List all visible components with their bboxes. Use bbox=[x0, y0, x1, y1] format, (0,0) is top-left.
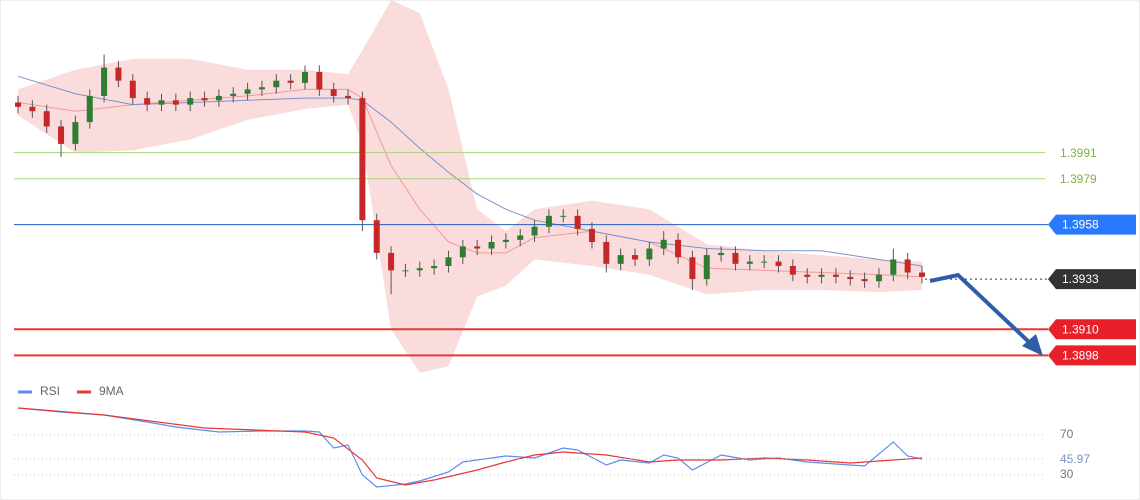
candle-body bbox=[58, 126, 65, 144]
candle-body bbox=[258, 87, 265, 90]
forecast-arrow bbox=[929, 272, 1032, 345]
candle-body bbox=[301, 71, 308, 83]
candle-body bbox=[718, 252, 725, 256]
candle-body bbox=[789, 265, 796, 275]
candle-body bbox=[416, 268, 423, 271]
candle-body bbox=[517, 235, 524, 240]
candle-body bbox=[847, 276, 854, 280]
candle-body bbox=[488, 242, 495, 249]
candle-body bbox=[172, 100, 179, 105]
level-label-box bbox=[1048, 319, 1136, 340]
candle-body bbox=[29, 106, 36, 112]
level-label-box bbox=[1048, 269, 1136, 290]
level-label: 1.3933 bbox=[1062, 272, 1099, 286]
candle-body bbox=[402, 270, 409, 272]
y-tick-label: 70 bbox=[1060, 427, 1074, 441]
candle-body bbox=[502, 239, 509, 243]
candle-body bbox=[818, 274, 825, 277]
candle-body bbox=[72, 122, 79, 144]
candle-body bbox=[158, 100, 165, 105]
candle-body bbox=[373, 220, 380, 253]
candle-body bbox=[617, 255, 624, 264]
legend-label: RSI bbox=[40, 384, 60, 398]
candle-body bbox=[904, 259, 911, 273]
candle-body bbox=[588, 228, 595, 243]
candle-body bbox=[632, 255, 639, 260]
candle-body bbox=[287, 80, 294, 83]
y-tick-label: 30 bbox=[1060, 467, 1074, 481]
candle-body bbox=[545, 215, 552, 227]
candle-body bbox=[890, 259, 897, 275]
rsi-panel: 70 30 RSI 9MA 45.97 bbox=[14, 384, 1090, 488]
candle-body bbox=[646, 248, 653, 260]
candle-body bbox=[732, 252, 739, 264]
candle-body bbox=[15, 102, 21, 107]
candle-body bbox=[775, 261, 782, 266]
level-label: 1.3958 bbox=[1062, 218, 1099, 232]
candle-body bbox=[101, 67, 108, 96]
candle-body bbox=[316, 71, 323, 90]
candle-body bbox=[129, 80, 136, 99]
candle-body bbox=[703, 255, 710, 280]
rsi-line bbox=[17, 407, 923, 486]
candle-body bbox=[86, 95, 93, 123]
candle-body bbox=[345, 95, 352, 99]
level-label-box bbox=[1048, 345, 1136, 366]
candle-body bbox=[689, 257, 696, 280]
candle-body bbox=[761, 261, 768, 263]
candle-body bbox=[832, 274, 839, 277]
middle-band bbox=[17, 88, 923, 278]
candle-body bbox=[115, 67, 122, 81]
candle-body bbox=[675, 239, 682, 258]
candle-body bbox=[804, 274, 811, 277]
candle-body bbox=[431, 265, 438, 269]
candle-body bbox=[144, 98, 151, 105]
candle-body bbox=[201, 98, 208, 101]
candle-body bbox=[531, 226, 538, 236]
candle-body bbox=[388, 252, 395, 271]
legend-label: 9MA bbox=[99, 384, 124, 398]
candle-body bbox=[43, 111, 50, 127]
candle-body bbox=[574, 215, 581, 229]
level-label: 1.3910 bbox=[1062, 322, 1099, 336]
level-label-box bbox=[1048, 214, 1136, 235]
candle-body bbox=[445, 257, 452, 266]
candle-body bbox=[244, 89, 251, 94]
candle-body bbox=[474, 246, 481, 249]
candle-body bbox=[187, 98, 194, 105]
rsi-line bbox=[17, 407, 923, 488]
slow-ma bbox=[17, 75, 923, 267]
candle-body bbox=[861, 279, 868, 282]
level-label: 1.3898 bbox=[1062, 349, 1099, 363]
candle-body bbox=[230, 93, 237, 96]
candle-body bbox=[459, 246, 466, 258]
current-rsi-label: 45.97 bbox=[1060, 452, 1090, 466]
candle-body bbox=[273, 80, 280, 88]
level-label: 1.3991 bbox=[1060, 146, 1097, 160]
candle-body bbox=[603, 242, 610, 264]
candle-body bbox=[919, 272, 925, 277]
level-label: 1.3979 bbox=[1060, 172, 1097, 186]
candle-body bbox=[560, 215, 567, 217]
arrow-head bbox=[1022, 334, 1043, 356]
candle-body bbox=[875, 274, 882, 282]
bollinger-band bbox=[18, 0, 922, 373]
candle-body bbox=[746, 261, 753, 264]
candle-body bbox=[330, 89, 337, 96]
candle-body bbox=[660, 239, 667, 249]
price-panel: 1.3991 1.3979 1.3958 1.3933 1.3910 1.3898 bbox=[14, 0, 1136, 373]
candle-body bbox=[215, 95, 222, 101]
candle-body bbox=[359, 98, 366, 221]
